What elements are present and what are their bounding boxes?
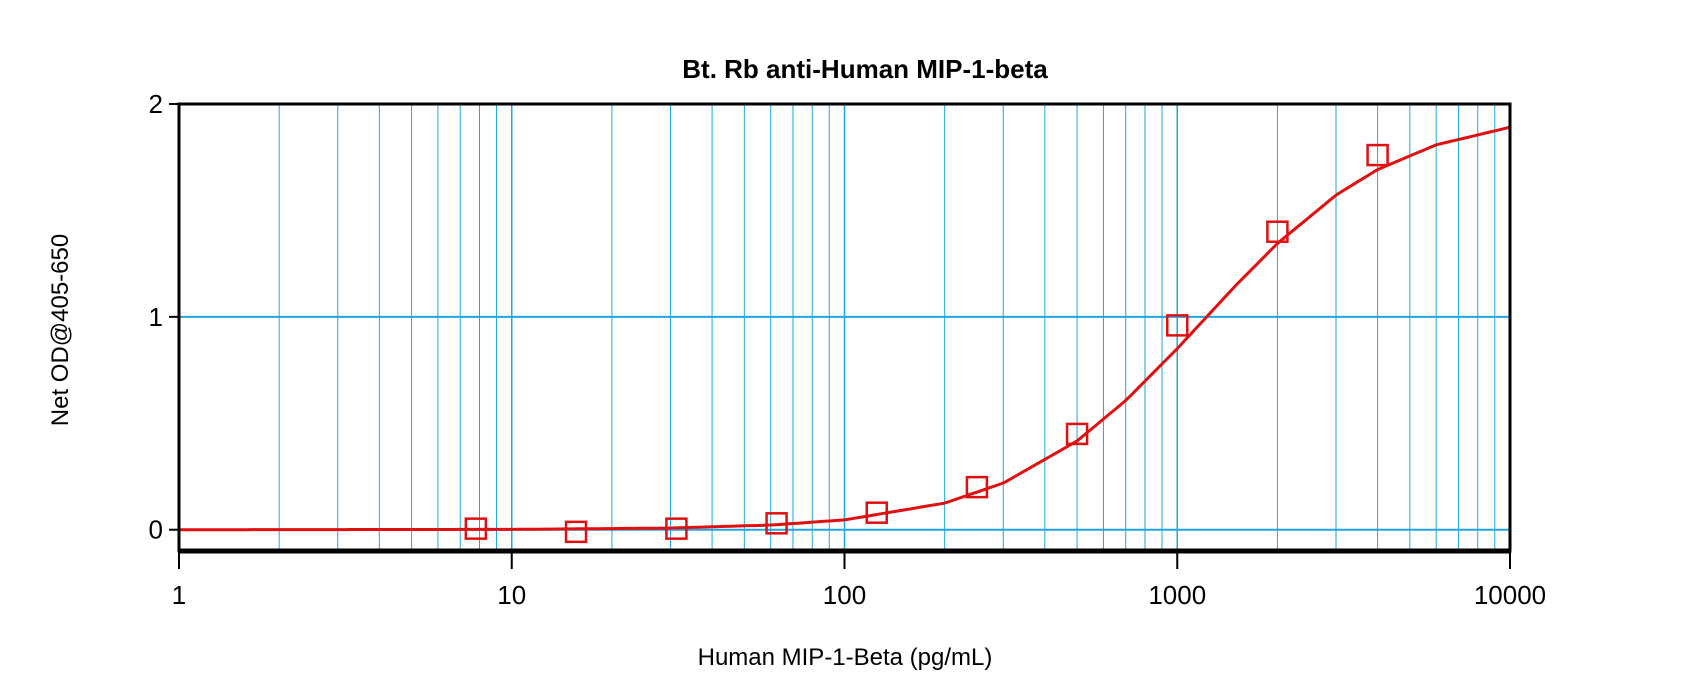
ticks: 1 10 100 1000 10000 0 1 2 — [149, 89, 1547, 610]
x-tick-label: 10000 — [1474, 580, 1546, 610]
x-tick-label: 1 — [172, 580, 186, 610]
data-point — [1065, 422, 1089, 446]
data-point — [1266, 220, 1289, 243]
data-points — [464, 143, 1389, 544]
data-point — [1166, 314, 1189, 337]
x-tick-label: 10 — [497, 580, 526, 610]
data-point — [765, 512, 788, 535]
y-tick-label: 2 — [149, 89, 163, 119]
grid — [179, 103, 1510, 551]
y-tick-label: 1 — [149, 302, 163, 332]
data-point — [564, 520, 588, 544]
x-tick-label: 100 — [823, 580, 866, 610]
x-tick-label: 1000 — [1148, 580, 1206, 610]
data-point — [464, 517, 488, 540]
chart-title: Bt. Rb anti-Human MIP-1-beta — [682, 54, 1048, 84]
data-point — [665, 517, 688, 540]
y-axis-label: Net OD@405-650 — [47, 234, 74, 426]
x-axis-label: Human MIP-1-Beta (pg/mL) — [698, 644, 993, 671]
data-point — [865, 501, 888, 524]
data-point — [1366, 143, 1389, 167]
data-point — [965, 475, 989, 499]
y-tick-label: 0 — [149, 515, 163, 545]
